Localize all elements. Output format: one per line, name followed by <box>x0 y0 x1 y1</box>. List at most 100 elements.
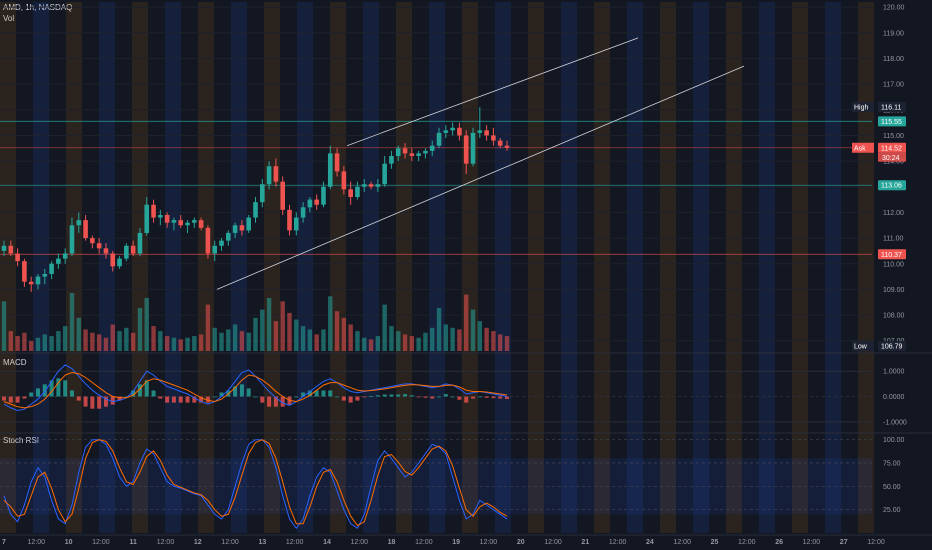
stoch-d-line <box>3 439 508 527</box>
level-tag-label-bg <box>852 341 874 352</box>
volume-bar <box>416 337 421 351</box>
candle-body <box>266 166 272 185</box>
candle-body <box>83 220 88 239</box>
volume-bar <box>56 331 61 351</box>
candle-body <box>491 135 496 141</box>
session-stripe <box>726 2 742 533</box>
level-tag-bg <box>878 101 906 112</box>
session-stripe <box>429 2 445 533</box>
candle-body <box>436 132 442 146</box>
candle-body <box>334 153 340 172</box>
session-stripe <box>495 2 511 533</box>
candle-body <box>484 130 489 136</box>
candle-body <box>130 245 136 254</box>
volume-bar <box>396 331 401 351</box>
time-axis-tick: 26 <box>775 539 783 546</box>
volume-bar <box>484 327 489 351</box>
macd-axis-tick: 0.0000 <box>883 394 905 401</box>
candle-body <box>90 238 95 244</box>
candle-body <box>450 127 455 131</box>
candle-body <box>375 184 381 187</box>
time-axis-tick: 10 <box>65 539 73 546</box>
macd-histogram-bar <box>280 396 285 407</box>
volume-bar <box>348 324 353 351</box>
level-tag-value: 106.79 <box>881 344 903 351</box>
macd-histogram-bar <box>144 380 149 397</box>
candle-body <box>239 225 245 231</box>
time-axis-tick: 13 <box>258 539 266 546</box>
macd-histogram-bar <box>103 396 108 407</box>
time-axis-tick: 12:00 <box>350 539 368 546</box>
macd-histogram-bar <box>199 396 204 403</box>
macd-histogram-bar <box>348 396 353 403</box>
volume-bar <box>117 331 122 351</box>
volume-bar <box>96 334 102 351</box>
candle-body <box>8 245 14 254</box>
volume-bar <box>178 339 183 351</box>
candle-body <box>382 163 387 185</box>
macd-histogram-bar <box>171 396 176 403</box>
level-tag-bg <box>878 249 906 260</box>
candle-body <box>137 232 143 254</box>
session-stripe <box>825 2 841 533</box>
candle-body <box>22 261 27 282</box>
volume-bar <box>22 332 27 351</box>
price-axis-tick: 119.00 <box>883 30 904 37</box>
channel-upper-line <box>346 37 639 147</box>
level-tag-value: 116.11 <box>881 104 901 111</box>
macd-histogram-bar <box>389 394 394 397</box>
level-tag-bg <box>878 116 906 127</box>
volume-bar <box>212 327 217 351</box>
level-tag-label-bg <box>852 142 874 153</box>
time-axis-tick: 19 <box>452 539 460 546</box>
time-axis-tick: 12:00 <box>415 539 433 546</box>
candle-body <box>300 207 306 218</box>
stoch-band-fill <box>0 458 872 515</box>
time-axis-tick: 12:00 <box>480 539 498 546</box>
volume-bar <box>504 336 510 351</box>
time-axis-tick: 12:00 <box>286 539 304 546</box>
volume-bar <box>464 294 469 351</box>
macd-histogram-bar <box>69 390 74 397</box>
level-tag-bg <box>878 180 906 191</box>
candle-body <box>395 148 401 156</box>
candle-body <box>212 245 218 254</box>
session-stripe <box>264 2 280 533</box>
time-axis-tick: 24 <box>646 539 654 546</box>
candle-body <box>49 263 54 275</box>
price-axis-tick: 117.00 <box>883 82 904 89</box>
macd-histogram-bar <box>137 384 142 397</box>
macd-histogram-bar <box>76 396 81 401</box>
candle-body <box>287 209 292 231</box>
macd-histogram-bar <box>212 396 217 398</box>
candle-body <box>504 145 510 148</box>
volume-bar <box>8 331 13 351</box>
stoch-k-line <box>3 439 508 530</box>
candle-body <box>144 204 150 233</box>
volume-bar <box>273 321 279 351</box>
candle-body <box>76 220 82 226</box>
macd-signal-line <box>3 371 508 409</box>
macd-histogram-bar <box>491 396 496 399</box>
candle-body <box>56 258 61 264</box>
volume-bar <box>124 327 129 351</box>
macd-histogram-bar <box>233 386 238 397</box>
time-axis-tick: 12:00 <box>28 539 46 546</box>
macd-histogram-bar <box>246 388 251 397</box>
candle-body <box>280 181 285 210</box>
macd-histogram-bar <box>314 390 319 397</box>
candle-body <box>402 148 408 154</box>
macd-histogram-bar <box>505 396 509 399</box>
volume-bar <box>287 312 292 351</box>
volume-bar <box>239 331 245 351</box>
volume-bar <box>253 317 258 351</box>
macd-histogram-bar <box>158 396 163 399</box>
candle-body <box>171 220 177 223</box>
volume-bar <box>35 337 41 351</box>
macd-histogram-bar <box>321 390 326 397</box>
volume-bar <box>15 336 20 351</box>
candle-body <box>198 220 204 228</box>
candle-body <box>259 184 265 203</box>
stoch-rsi-pane-label: Stoch RSI <box>3 436 40 445</box>
